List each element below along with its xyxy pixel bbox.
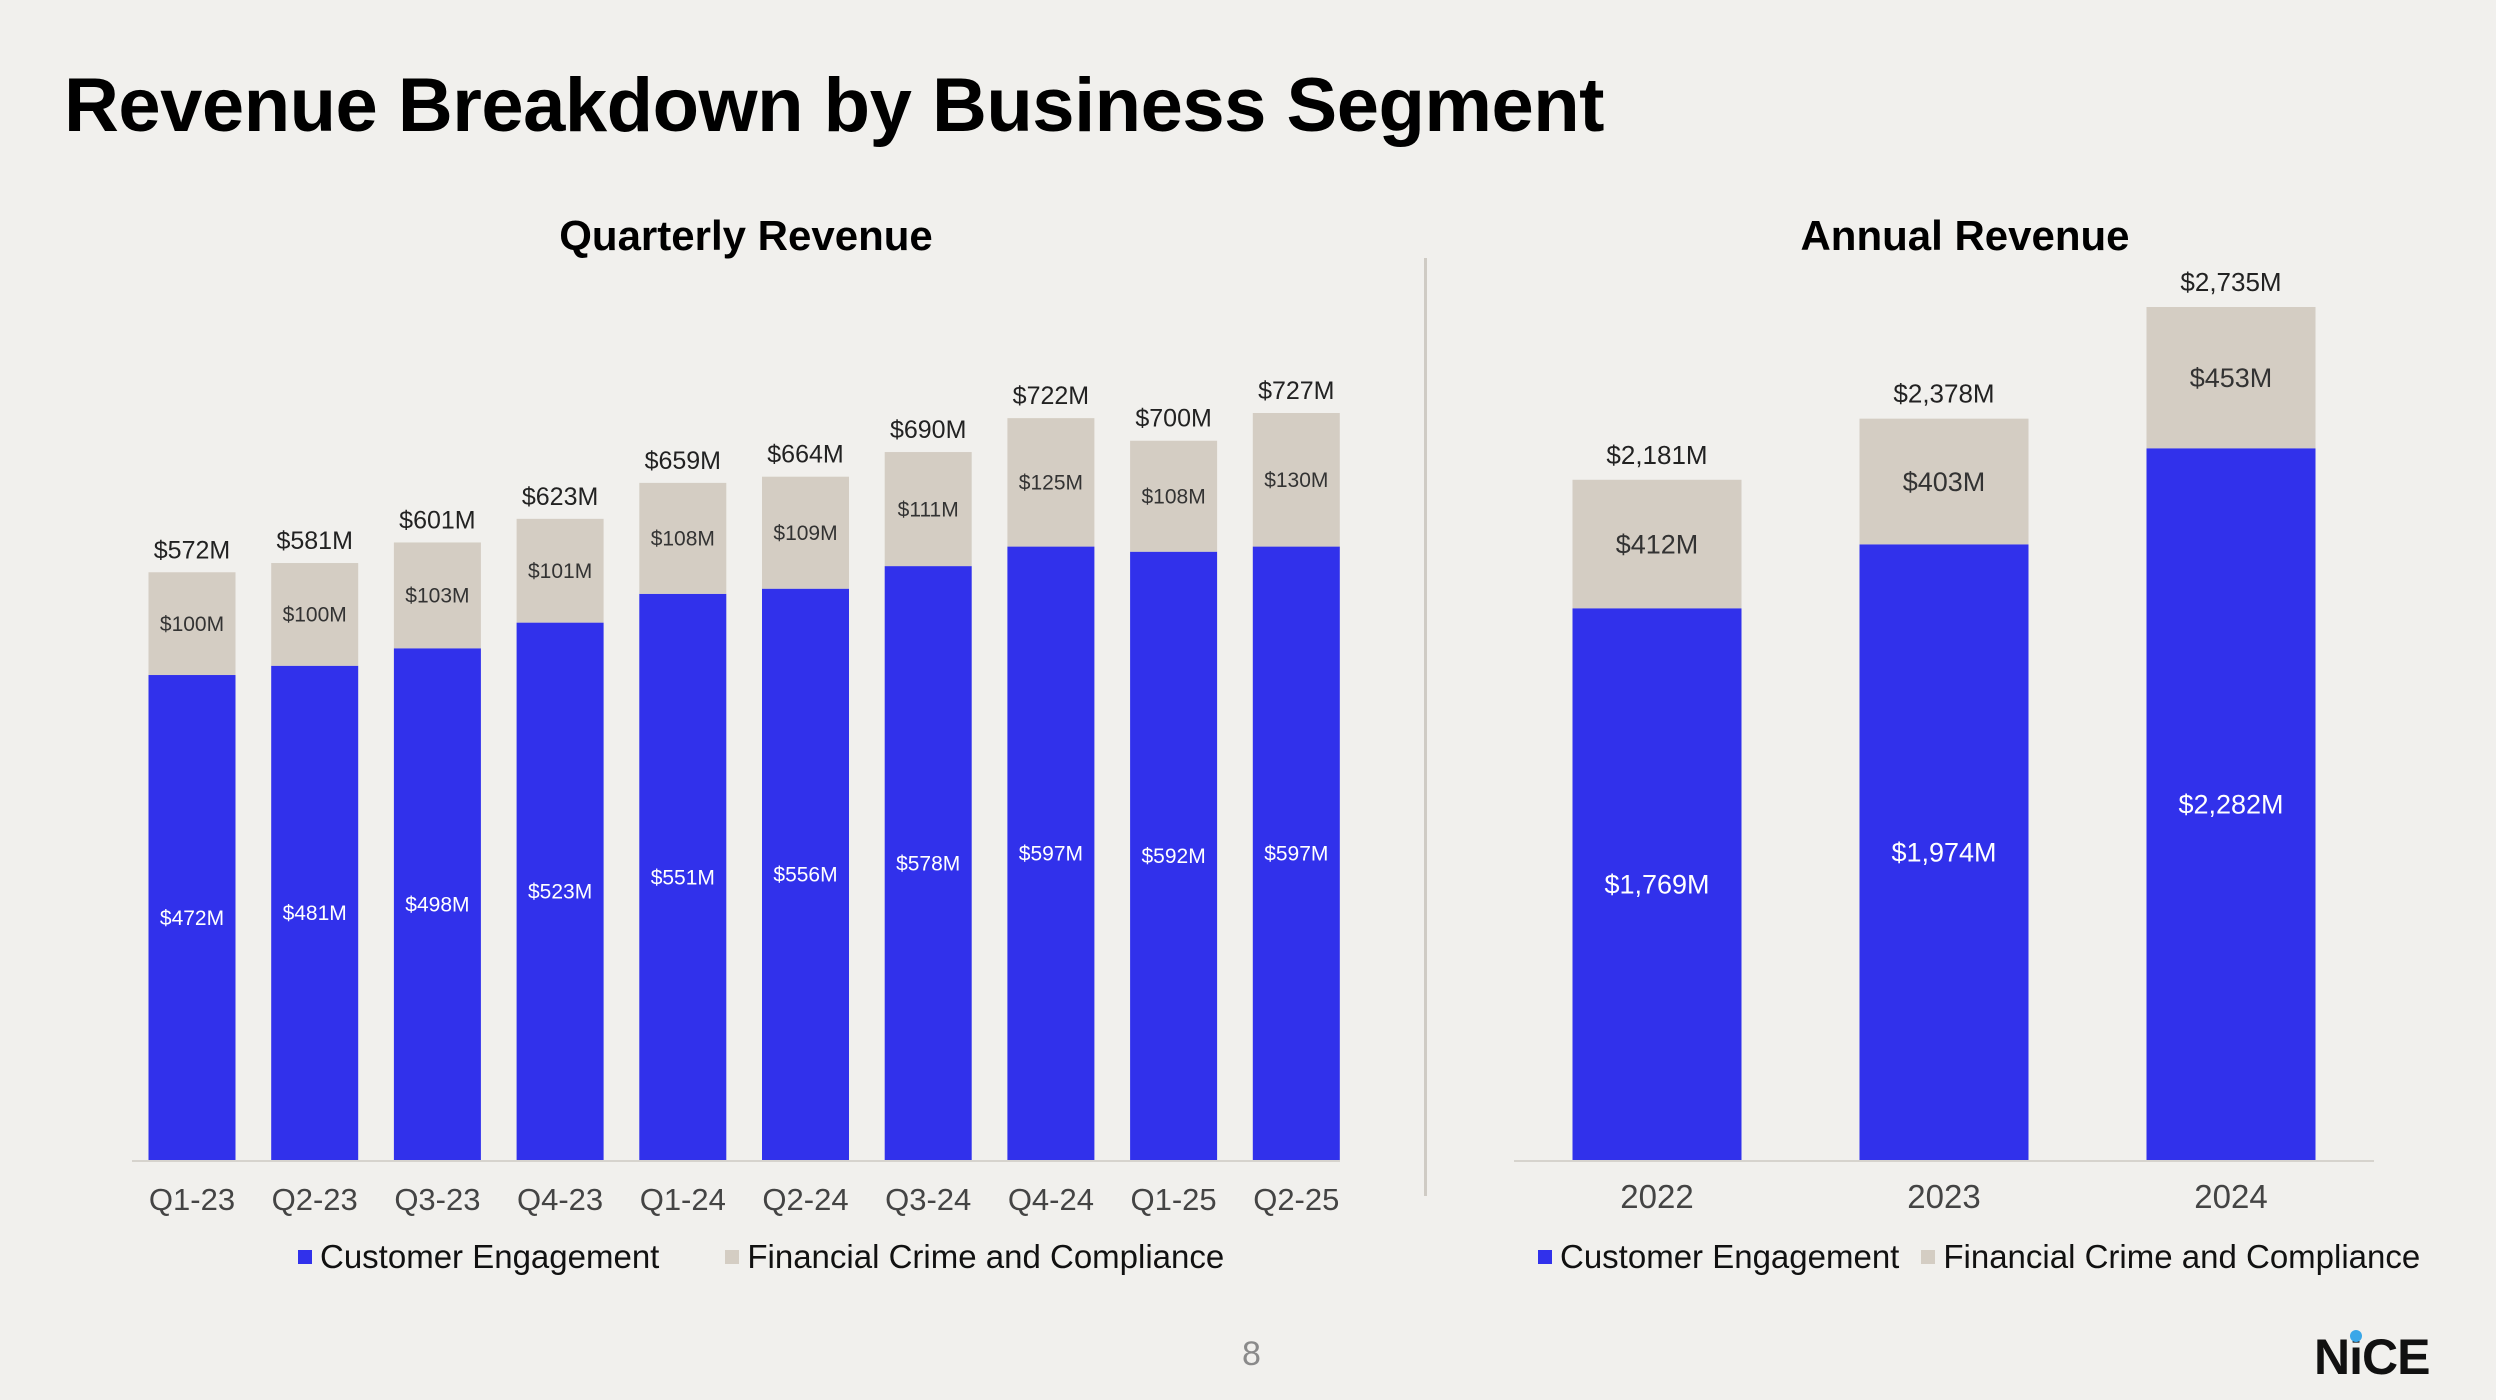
total-label-Q4-24: $722M bbox=[1013, 382, 1089, 410]
label-financial-crime-Q1-23: $100M bbox=[160, 613, 224, 636]
quarterly-legend: Customer Engagement Financial Crime and … bbox=[298, 1238, 1290, 1276]
bar-customer-engagement-Q4-24 bbox=[1007, 546, 1095, 1160]
total-label-Q3-24: $690M bbox=[890, 416, 966, 444]
x-tick-label-Q2-25: Q2-25 bbox=[1253, 1182, 1339, 1217]
logo-text-i: i bbox=[2349, 1329, 2363, 1385]
total-label-Q1-25: $700M bbox=[1135, 405, 1211, 433]
legend-label-financial-crime: Financial Crime and Compliance bbox=[747, 1238, 1225, 1275]
label-financial-crime-Q1-24: $108M bbox=[651, 528, 715, 551]
label-customer-engagement-Q1-25: $592M bbox=[1141, 845, 1205, 868]
bar-customer-engagement-Q1-23 bbox=[148, 675, 236, 1160]
bar-customer-engagement-Q2-24 bbox=[762, 588, 849, 1160]
label-financial-crime-Q4-24: $125M bbox=[1019, 472, 1083, 495]
logo-text-pre: N bbox=[2314, 1329, 2350, 1385]
bar-financial-crime-Q3-24 bbox=[884, 452, 972, 567]
bar-financial-crime-Q4-24 bbox=[1007, 418, 1095, 547]
x-tick-label-Q1-25: Q1-25 bbox=[1131, 1182, 1217, 1217]
bar-financial-crime-Q1-25 bbox=[1130, 440, 1218, 552]
total-label-Q2-25: $727M bbox=[1258, 377, 1334, 405]
legend-item-customer-engagement: Customer Engagement bbox=[1538, 1238, 1899, 1276]
label-financial-crime-Q2-23: $100M bbox=[283, 604, 347, 627]
label-customer-engagement-Q2-25: $597M bbox=[1264, 843, 1328, 866]
label-customer-engagement-Q4-23: $523M bbox=[528, 881, 592, 904]
bar-financial-crime-Q2-24 bbox=[762, 476, 849, 589]
annual-chart-title: Annual Revenue bbox=[1800, 212, 2130, 259]
label-customer-engagement-Q2-23: $481M bbox=[283, 902, 347, 925]
bar-customer-engagement-Q1-25 bbox=[1130, 551, 1218, 1160]
x-tick-label-Q2-23: Q2-23 bbox=[272, 1182, 358, 1217]
legend-label-customer-engagement: Customer Engagement bbox=[320, 1238, 660, 1275]
bar-financial-crime-Q4-23 bbox=[516, 518, 604, 623]
label-financial-crime-Q1-25: $108M bbox=[1141, 486, 1205, 509]
label-financial-crime-Q4-23: $101M bbox=[528, 560, 592, 583]
x-tick-label-Q4-24: Q4-24 bbox=[1008, 1182, 1094, 1217]
label-customer-engagement-Q2-24: $556M bbox=[773, 864, 837, 887]
x-tick-label-Q4-23: Q4-23 bbox=[517, 1182, 603, 1217]
total-label-Q1-24: $659M bbox=[645, 447, 721, 475]
legend-swatch-financial-crime bbox=[725, 1250, 740, 1264]
logo-dot-icon bbox=[2349, 1330, 2362, 1342]
x-tick-label-Q1-23: Q1-23 bbox=[149, 1182, 235, 1217]
label-customer-engagement-Q3-24: $578M bbox=[896, 852, 960, 875]
label-customer-engagement-Q4-24: $597M bbox=[1019, 843, 1083, 866]
annual-legend: Customer Engagement Financial Crime and … bbox=[1538, 1238, 2486, 1276]
total-label-Q2-24: $664M bbox=[767, 441, 843, 469]
bar-financial-crime-Q2-23 bbox=[271, 563, 359, 666]
legend-label-financial-crime: Financial Crime and Compliance bbox=[1943, 1238, 2421, 1275]
logo-text-post: CE bbox=[2362, 1329, 2430, 1385]
bar-financial-crime-Q1-23 bbox=[148, 572, 236, 676]
page-title: Revenue Breakdown by Business Segment bbox=[64, 63, 1604, 148]
legend-swatch-customer-engagement bbox=[1538, 1250, 1552, 1264]
bar-financial-crime-Q1-24 bbox=[639, 482, 727, 594]
quarterly-chart-title: Quarterly Revenue bbox=[559, 212, 933, 259]
nice-logo: Ni CE bbox=[2314, 1328, 2430, 1386]
chart-divider bbox=[1424, 258, 1427, 1196]
bar-financial-crime-Q2-25 bbox=[1252, 413, 1340, 547]
label-customer-engagement-Q3-23: $498M bbox=[405, 893, 469, 916]
bar-customer-engagement-Q1-24 bbox=[639, 593, 727, 1160]
total-label-Q1-23: $572M bbox=[154, 536, 230, 564]
page-number: 8 bbox=[1242, 1335, 1261, 1373]
x-tick-label-Q3-24: Q3-24 bbox=[885, 1182, 971, 1217]
legend-item-financial-crime: Financial Crime and Compliance bbox=[725, 1238, 1224, 1276]
total-label-Q3-23: $601M bbox=[399, 506, 475, 534]
legend-item-customer-engagement: Customer Engagement bbox=[298, 1238, 659, 1276]
x-tick-label-Q2-24: Q2-24 bbox=[762, 1182, 848, 1217]
label-financial-crime-Q3-24: $111M bbox=[898, 498, 959, 521]
legend-label-customer-engagement: Customer Engagement bbox=[1560, 1238, 1900, 1275]
legend-item-financial-crime: Financial Crime and Compliance bbox=[1921, 1238, 2420, 1276]
legend-swatch-financial-crime bbox=[1921, 1250, 1936, 1264]
bar-customer-engagement-Q3-23 bbox=[393, 648, 481, 1160]
label-financial-crime-Q2-25: $130M bbox=[1264, 469, 1328, 492]
label-customer-engagement-Q1-23: $472M bbox=[160, 907, 224, 930]
label-financial-crime-Q2-24: $109M bbox=[773, 522, 837, 545]
bar-customer-engagement-Q2-23 bbox=[271, 665, 359, 1160]
bar-customer-engagement-Q2-25 bbox=[1252, 546, 1340, 1160]
total-label-Q2-23: $581M bbox=[276, 527, 352, 555]
label-financial-crime-Q3-23: $103M bbox=[405, 585, 469, 608]
total-label-Q4-23: $623M bbox=[522, 483, 598, 511]
bar-customer-engagement-Q3-24 bbox=[884, 566, 972, 1160]
bar-financial-crime-Q3-23 bbox=[393, 542, 481, 649]
legend-swatch-customer-engagement bbox=[298, 1250, 312, 1264]
x-tick-label-Q1-24: Q1-24 bbox=[640, 1182, 726, 1217]
bar-customer-engagement-Q4-23 bbox=[516, 622, 604, 1160]
x-tick-label-Q3-23: Q3-23 bbox=[394, 1182, 480, 1217]
label-customer-engagement-Q1-24: $551M bbox=[651, 866, 715, 889]
